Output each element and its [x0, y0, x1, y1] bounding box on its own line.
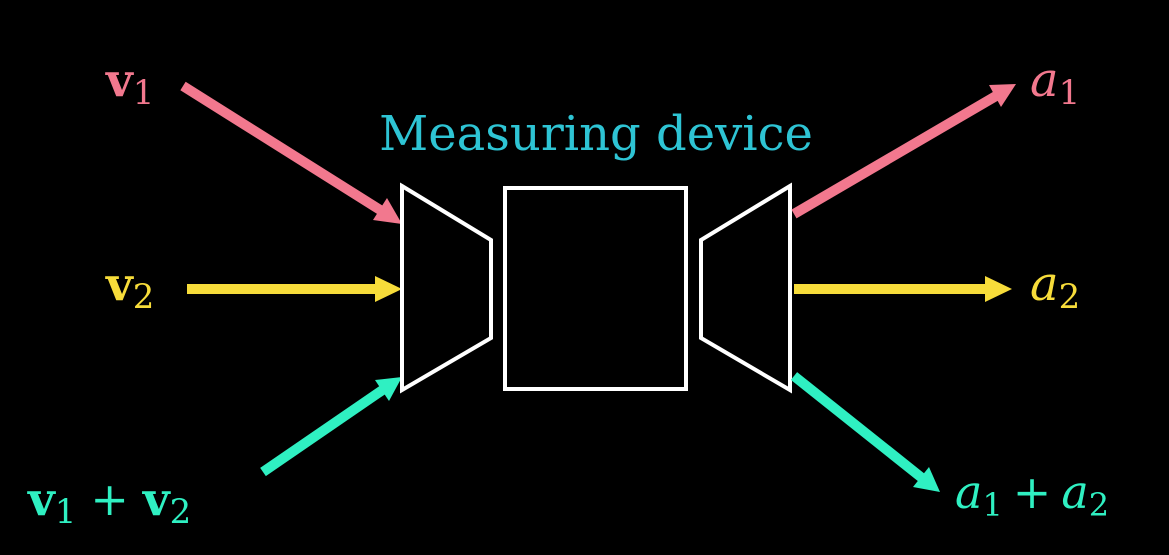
output-label-a2: a2	[1030, 256, 1080, 317]
input-label-v2: v2	[105, 257, 154, 317]
diagram-title: Measuring device	[379, 106, 813, 162]
arrowhead-icon	[373, 198, 402, 224]
arrowhead-icon	[985, 276, 1012, 302]
arrowhead-icon	[989, 84, 1016, 107]
arrowhead-icon	[375, 276, 402, 302]
arrowhead-icon	[913, 467, 940, 492]
arrowhead-icon	[375, 377, 402, 401]
output-arrow-sum	[790, 372, 940, 492]
output-funnel-icon	[699, 182, 792, 394]
input-arrow-v1	[180, 81, 402, 224]
device-box-icon	[503, 186, 688, 391]
input-arrow-v2	[187, 276, 402, 302]
output-label-a1: a1	[1030, 52, 1080, 113]
output-label-sum: a1 + a2	[955, 465, 1109, 524]
input-arrow-sum	[260, 377, 402, 477]
input-label-sum: v1 + v2	[27, 472, 191, 532]
input-funnel-icon	[400, 182, 493, 394]
output-arrow-a2	[794, 276, 1012, 302]
output-arrow-a1	[791, 84, 1016, 219]
input-label-v1: v1	[105, 53, 154, 113]
